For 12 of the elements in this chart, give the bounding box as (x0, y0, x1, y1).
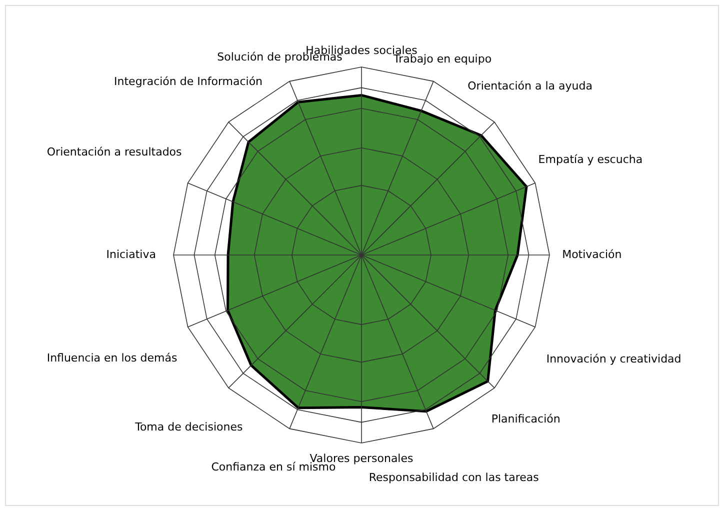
spoke-label: Integración de Información (114, 74, 263, 88)
spoke-label: Empatía y escucha (538, 153, 643, 166)
spoke-label: Orientación a la ayuda (468, 79, 592, 92)
spoke-label: Confianza en sí mismo (211, 460, 336, 474)
spoke-label: Influencia en los demás (46, 351, 178, 364)
spoke-label: Orientación a resultados (46, 146, 182, 159)
spoke-label: Toma de decisiones (134, 420, 243, 434)
spoke-label: Responsabilidad con las tareas (368, 471, 540, 484)
spoke-label: Planificación (491, 412, 560, 426)
spoke-label: Innovación y creatividad (546, 352, 682, 366)
spoke-label: Motivación (562, 248, 622, 261)
spoke-label: Iniciativa (106, 248, 156, 261)
